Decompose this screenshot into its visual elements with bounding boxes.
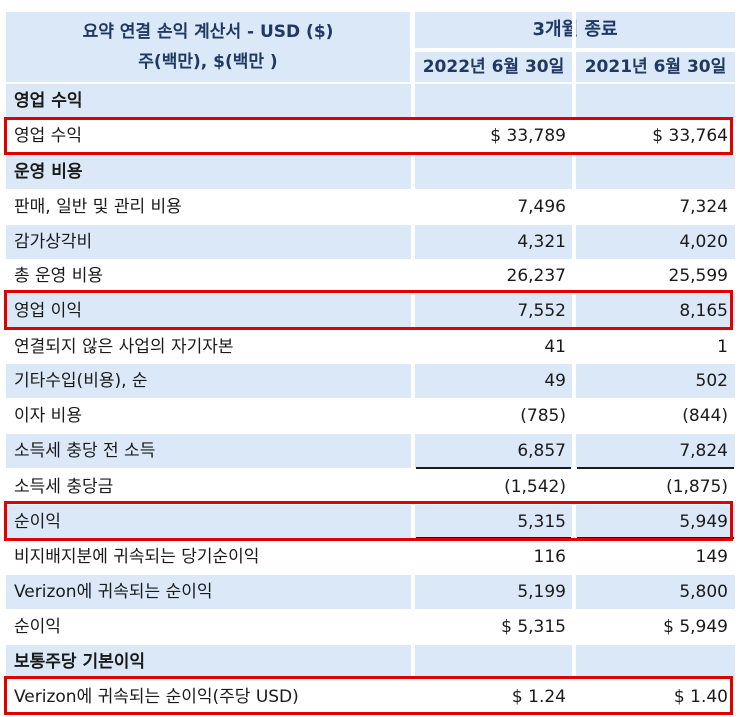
row-label: 영업 이익 xyxy=(14,301,82,321)
value-2022: 41 xyxy=(544,337,566,357)
value-2021: 1 xyxy=(717,337,728,357)
date-header-2021: 2021년 6월 30일 xyxy=(576,52,735,82)
value-2022: 26,237 xyxy=(506,266,566,286)
column-separator xyxy=(572,12,576,717)
value-2022: 116 xyxy=(533,547,566,567)
value-2021: (1,875) xyxy=(666,477,728,497)
table-row-net-income: 순이익 5,315 5,949 xyxy=(6,505,735,539)
value-2021: 8,165 xyxy=(679,301,728,321)
value-2022: 7,552 xyxy=(517,301,566,321)
table-title: 요약 연결 손익 계산서 - USD ($) xyxy=(82,22,334,42)
table-units: 주(백만), $(백만 ) xyxy=(138,52,278,72)
row-label: 소득세 충당 전 소득 xyxy=(14,441,156,461)
row-label: 순이익 xyxy=(14,617,61,637)
value-2021: 5,800 xyxy=(679,582,728,602)
row-label: 비지배지분에 귀속되는 당기순이익 xyxy=(14,547,260,567)
row-label: 소득세 충당금 xyxy=(14,477,114,497)
table-row-depreciation: 감가상각비 4,321 4,020 xyxy=(6,225,735,259)
table-row-income-tax: 소득세 충당금 (1,542) (1,875) xyxy=(6,470,735,504)
value-2021: 7,824 xyxy=(679,441,728,461)
table-row-income-before-tax: 소득세 충당 전 소득 6,857 7,824 xyxy=(6,434,735,468)
subtotal-underline xyxy=(416,467,571,469)
value-2021: $ 5,949 xyxy=(663,617,728,637)
row-label: 판매, 일반 및 관리 비용 xyxy=(14,197,182,217)
row-label: 영업 수익 xyxy=(14,91,83,111)
table-row-equity-unconsolidated: 연결되지 않은 사업의 자기자본 41 1 xyxy=(6,330,735,364)
row-label: Verizon에 귀속되는 순이익 xyxy=(14,582,213,602)
table-title-cell: 요약 연결 손익 계산서 - USD ($) 주(백만), $(백만 ) xyxy=(6,12,410,82)
table-row-interest-expense: 이자 비용 (785) (844) xyxy=(6,399,735,433)
row-label: 운영 비용 xyxy=(14,162,83,182)
row-label: 기타수입(비용), 순 xyxy=(14,371,148,391)
row-label: Verizon에 귀속되는 순이익(주당 USD) xyxy=(14,687,299,707)
table-row-operating-income: 영업 이익 7,552 8,165 xyxy=(6,294,735,328)
value-2021: 25,599 xyxy=(668,266,728,286)
row-label: 보통주당 기본이익 xyxy=(14,652,146,672)
table-row-operating-revenue: 영업 수익 $ 33,789 $ 33,764 xyxy=(6,119,735,153)
value-2022: (1,542) xyxy=(504,477,566,497)
value-2021: (844) xyxy=(682,406,728,426)
row-label: 순이익 xyxy=(14,512,61,532)
section-row-operating-expenses: 운영 비용 xyxy=(6,155,735,189)
value-2021: 7,324 xyxy=(679,197,728,217)
date-header-2022: 2022년 6월 30일 xyxy=(415,52,572,82)
value-2022: 5,315 xyxy=(517,512,566,532)
value-2021: $ 1.40 xyxy=(673,687,728,707)
value-2022: $ 1.24 xyxy=(511,687,566,707)
table-row-other-income: 기타수입(비용), 순 49 502 xyxy=(6,364,735,398)
subtotal-underline xyxy=(577,467,734,469)
value-2021: $ 33,764 xyxy=(652,126,728,146)
value-2022: (785) xyxy=(520,406,566,426)
table-row-eps-verizon: Verizon에 귀속되는 순이익(주당 USD) $ 1.24 $ 1.40 xyxy=(6,680,735,714)
row-label: 연결되지 않은 사업의 자기자본 xyxy=(14,337,234,357)
value-2022: 5,199 xyxy=(517,582,566,602)
value-2022: 49 xyxy=(544,371,566,391)
row-label: 감가상각비 xyxy=(14,232,93,252)
value-2022: $ 5,315 xyxy=(501,617,566,637)
row-label: 총 운영 비용 xyxy=(14,266,104,286)
total-underline xyxy=(416,537,571,539)
value-2021: 5,949 xyxy=(679,512,728,532)
row-label: 영업 수익 xyxy=(14,126,82,146)
total-underline xyxy=(577,537,734,539)
value-2022: 7,496 xyxy=(517,197,566,217)
value-2022: 6,857 xyxy=(517,441,566,461)
value-2021: 4,020 xyxy=(679,232,728,252)
column-separator xyxy=(411,12,415,717)
value-2022: $ 33,789 xyxy=(490,126,566,146)
value-2021: 502 xyxy=(695,371,728,391)
section-row-operating-revenue: 영업 수익 xyxy=(6,84,735,118)
table-row-sga: 판매, 일반 및 관리 비용 7,496 7,324 xyxy=(6,190,735,224)
section-row-eps-basic: 보통주당 기본이익 xyxy=(6,645,735,679)
value-2022: 4,321 xyxy=(517,232,566,252)
table-row-net-income-verizon: Verizon에 귀속되는 순이익 5,199 5,800 xyxy=(6,575,735,609)
table-row-net-income-total: 순이익 $ 5,315 $ 5,949 xyxy=(6,610,735,644)
value-2021: 149 xyxy=(695,547,728,567)
table-row-noncontrolling-interest: 비지배지분에 귀속되는 당기순이익 116 149 xyxy=(6,540,735,574)
row-label: 이자 비용 xyxy=(14,406,82,426)
table-row-total-operating-expenses: 총 운영 비용 26,237 25,599 xyxy=(6,259,735,293)
